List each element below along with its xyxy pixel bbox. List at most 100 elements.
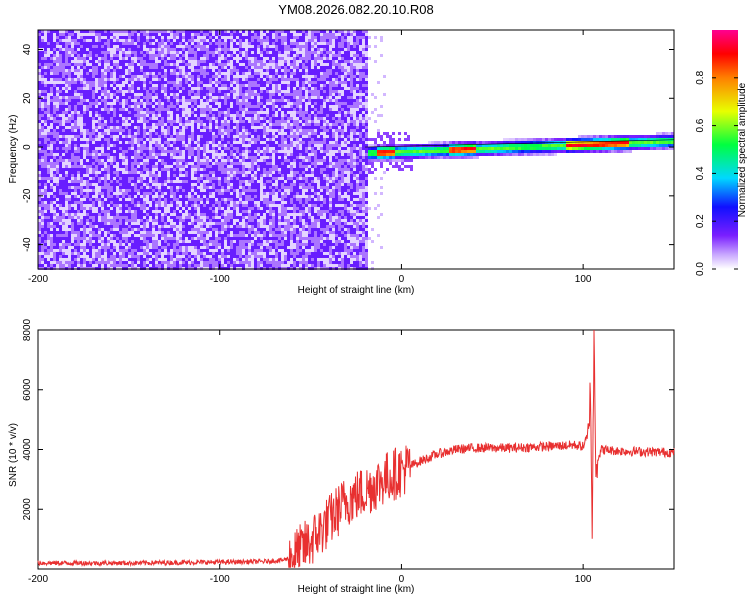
- spectrogram-cell: [206, 57, 209, 60]
- spectrogram-cell: [53, 105, 56, 108]
- spectrogram-cell: [215, 75, 218, 78]
- spectrogram-cell: [209, 87, 212, 90]
- spectrogram-cell: [134, 66, 137, 69]
- spectrogram-cell: [68, 135, 71, 138]
- spectrogram-cell: [212, 219, 215, 222]
- spectrogram-cell: [197, 177, 200, 180]
- spectrogram-cell: [137, 207, 140, 210]
- spectrogram-cell: [143, 63, 146, 66]
- spectrogram-cell: [149, 54, 152, 57]
- spectrogram-cell: [164, 123, 167, 126]
- spectrogram-cell: [188, 258, 191, 261]
- spectrogram-cell: [164, 102, 167, 105]
- spectrogram-cell: [50, 216, 53, 219]
- spectrogram-cell: [125, 87, 128, 90]
- spectrogram-cell: [164, 210, 167, 213]
- spectrogram-cell: [161, 150, 164, 153]
- spectrogram-cell: [212, 99, 215, 102]
- spectrogram-cell: [59, 225, 62, 228]
- spectrogram-cell: [218, 60, 221, 63]
- spectrogram-cell: [68, 120, 71, 123]
- spectrogram-cell: [164, 204, 167, 207]
- spectrogram-cell: [74, 141, 77, 144]
- spectrogram-cell: [71, 51, 74, 54]
- spectrogram-cell: [185, 177, 188, 180]
- spectrogram-cell: [212, 126, 215, 129]
- spectrogram-cell: [47, 57, 50, 60]
- spectrogram-cell: [164, 258, 167, 261]
- spectrogram-cell: [161, 123, 164, 126]
- spectrogram-cell: [98, 264, 101, 267]
- spectrogram-cell: [218, 48, 221, 51]
- spectrogram-cell: [143, 258, 146, 261]
- spectrogram-cell: [71, 108, 74, 111]
- spectrogram-cell: [140, 243, 143, 246]
- spectrogram-cell: [44, 111, 47, 114]
- spectrogram-cell: [71, 120, 74, 123]
- spectrogram-cell: [122, 69, 125, 72]
- spectrogram-cell: [137, 135, 140, 138]
- spectrogram-cell: [146, 108, 149, 111]
- spectrogram-cell: [77, 180, 80, 183]
- spectrogram-cell: [185, 228, 188, 231]
- spectrogram-cell: [149, 78, 152, 81]
- spectrogram-cell: [101, 225, 104, 228]
- spectrogram-cell: [74, 261, 77, 264]
- spectrogram-cell: [221, 132, 224, 135]
- spectrogram-cell: [134, 60, 137, 63]
- spectrogram-cell: [110, 42, 113, 45]
- spectrogram-cell: [71, 153, 74, 156]
- spectrogram-cell: [176, 216, 179, 219]
- spectrogram-cell: [206, 264, 209, 267]
- spectrogram-cell: [200, 228, 203, 231]
- spectrogram-cell: [89, 45, 92, 48]
- spectrogram-cell: [164, 261, 167, 264]
- spectrogram-cell: [98, 153, 101, 156]
- spectrogram-cell: [146, 87, 149, 90]
- spectrogram-cell: [77, 99, 80, 102]
- spectrogram-cell: [119, 264, 122, 267]
- spectrogram-cell: [200, 33, 203, 36]
- spectrogram-cell: [47, 201, 50, 204]
- spectrogram-cell: [185, 213, 188, 216]
- spectrogram-cell: [143, 210, 146, 213]
- spectrogram-cell: [95, 234, 98, 237]
- spectrogram-cell: [191, 126, 194, 129]
- spectrogram-cell: [38, 174, 41, 177]
- spectrogram-cell: [173, 189, 176, 192]
- spectrogram-cell: [212, 75, 215, 78]
- spectrogram-cell: [56, 39, 59, 42]
- spectrogram-cell: [56, 198, 59, 201]
- spectrogram-cell: [197, 105, 200, 108]
- spectrogram-cell: [197, 195, 200, 198]
- spectrogram-cell: [173, 225, 176, 228]
- spectrogram-cell: [197, 45, 200, 48]
- spectrogram-cell: [38, 162, 41, 165]
- spectrogram-cell: [146, 132, 149, 135]
- spectrogram-cell: [101, 213, 104, 216]
- spectrogram-cell: [119, 201, 122, 204]
- spectrogram-cell: [155, 219, 158, 222]
- spectrogram-cell: [131, 174, 134, 177]
- spectrogram-cell: [137, 99, 140, 102]
- spectrogram-cell: [74, 249, 77, 252]
- spectrogram-cell: [92, 255, 95, 258]
- spectrogram-cell: [170, 252, 173, 255]
- spectrogram-cell: [110, 120, 113, 123]
- spectrogram-cell: [95, 183, 98, 186]
- spectrogram-cell: [224, 123, 227, 126]
- spectrogram-cell: [185, 147, 188, 150]
- spectrogram-cell: [182, 207, 185, 210]
- spectrogram-cell: [161, 96, 164, 99]
- spectrogram-cell: [215, 57, 218, 60]
- spectrogram-cell: [41, 117, 44, 120]
- spectrogram-cell: [74, 189, 77, 192]
- spectrogram-cell: [86, 144, 89, 147]
- spectrogram-cell: [158, 258, 161, 261]
- spectrogram-cell: [122, 123, 125, 126]
- spectrogram-cell: [80, 234, 83, 237]
- spectrogram-cell: [86, 168, 89, 171]
- spectrogram-cell: [152, 171, 155, 174]
- spectrogram-cell: [209, 123, 212, 126]
- spectrogram-cell: [92, 246, 95, 249]
